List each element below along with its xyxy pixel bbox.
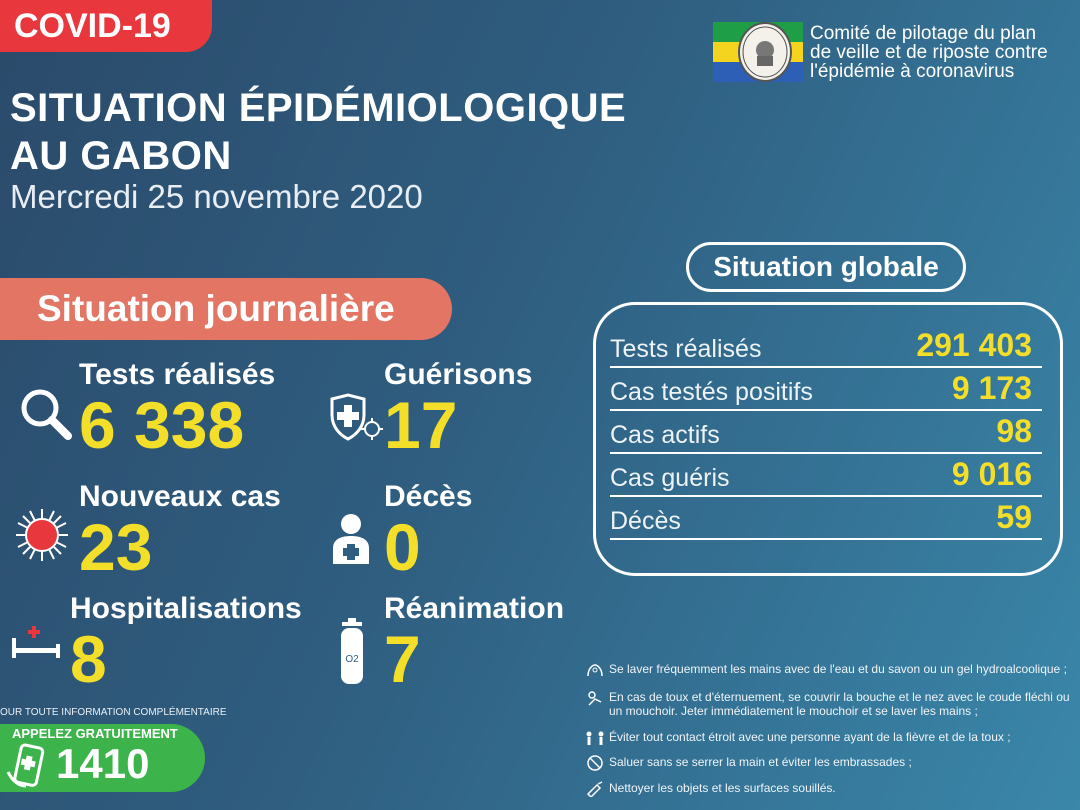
new-cases-value: 23 [79, 510, 153, 584]
icu-value: 7 [384, 622, 421, 696]
global-row-label: Cas guéris [610, 464, 730, 492]
committee-line-3: l'épidémie à coronavirus [810, 61, 1015, 82]
handwash-icon [587, 664, 603, 677]
oxygen-tank-icon: O2 [341, 618, 363, 684]
global-row-label: Cas testés positifs [610, 378, 813, 406]
person-icon [333, 514, 369, 564]
global-row-value: 59 [996, 499, 1032, 535]
committee-line-1: Comité de pilotage du plan [810, 23, 1037, 44]
committee-line-2: de veille et de riposte contre [810, 42, 1048, 63]
advice-text: Éviter tout contact étroit avec une pers… [609, 730, 1011, 744]
recoveries-value: 17 [384, 388, 458, 462]
global-row-value: 9 173 [951, 370, 1032, 406]
tests-value: 6 338 [79, 388, 245, 462]
phone-icon [6, 743, 45, 788]
global-row-value: 291 403 [916, 327, 1032, 363]
global-situation-title: Situation globale [686, 242, 966, 292]
advice-item: En cas de toux et d'éternuement, se couv… [585, 690, 1075, 720]
virus-icon [16, 509, 68, 561]
title-line-1: SITUATION ÉPIDÉMIOLOGIQUE [10, 86, 627, 130]
global-row-label: Décès [610, 507, 681, 535]
global-row-value: 9 016 [951, 456, 1032, 492]
hotline-number[interactable]: 1410 [56, 740, 150, 787]
republic-seal-icon [738, 22, 792, 82]
hotline-box [0, 724, 205, 792]
advice-text: Se laver fréquemment les mains avec de l… [609, 662, 1067, 676]
hospitalisations-label: Hospitalisations [70, 592, 302, 625]
report-date: Mercredi 25 novembre 2020 [10, 178, 423, 215]
distance-icon [586, 731, 604, 745]
global-row-label: Tests réalisés [610, 335, 762, 363]
advice-item: Éviter tout contact étroit avec une pers… [585, 730, 1075, 746]
shield-virus-icon [330, 393, 383, 441]
global-row-deaths: Décès 59 [610, 498, 1042, 540]
advice-item: Nettoyer les objets et les surfaces soui… [585, 781, 1075, 797]
committee-name: Comité de pilotage du plan de veille et … [810, 24, 1048, 81]
global-row-value: 98 [996, 413, 1032, 449]
global-row-label: Cas actifs [610, 421, 720, 449]
global-row-tests: Tests réalisés 291 403 [610, 326, 1042, 368]
global-row-active: Cas actifs 98 [610, 412, 1042, 454]
advice-item: Se laver fréquemment les mains avec de l… [585, 662, 1075, 678]
tests-label: Tests réalisés [79, 358, 276, 391]
daily-situation-banner: Situation journalière [0, 278, 452, 340]
recoveries-label: Guérisons [384, 358, 533, 391]
advice-text: Saluer sans se serrer la main et éviter … [609, 755, 912, 769]
no-handshake-icon [587, 755, 603, 771]
global-row-positive: Cas testés positifs 9 173 [610, 369, 1042, 411]
advice-text: En cas de toux et d'éternuement, se couv… [609, 690, 1070, 718]
hospital-bed-icon [12, 626, 60, 658]
global-situation-box [593, 302, 1063, 576]
svg-text:O2: O2 [345, 654, 359, 665]
icu-label: Réanimation [384, 592, 565, 625]
hospitalisations-value: 8 [70, 622, 107, 696]
hotline-call-label: APPELEZ GRATUITEMENT [12, 726, 178, 741]
page-title: SITUATION ÉPIDÉMIOLOGIQUE AU GABON [10, 84, 626, 180]
title-line-2: AU GABON [10, 134, 232, 178]
global-row-recovered: Cas guéris 9 016 [610, 455, 1042, 497]
deaths-label: Décès [384, 480, 473, 513]
magnifier-icon [21, 389, 72, 440]
new-cases-label: Nouveaux cas [79, 480, 281, 513]
advice-item: Saluer sans se serrer la main et éviter … [585, 755, 1075, 771]
sneeze-icon [588, 691, 602, 706]
info-caption: OUR TOUTE INFORMATION COMPLÉMENTAIRE [0, 707, 227, 718]
covid-tag: COVID-19 [0, 0, 212, 52]
advice-text: Nettoyer les objets et les surfaces soui… [609, 781, 836, 795]
cleaning-icon [586, 781, 603, 797]
deaths-value: 0 [384, 510, 421, 584]
